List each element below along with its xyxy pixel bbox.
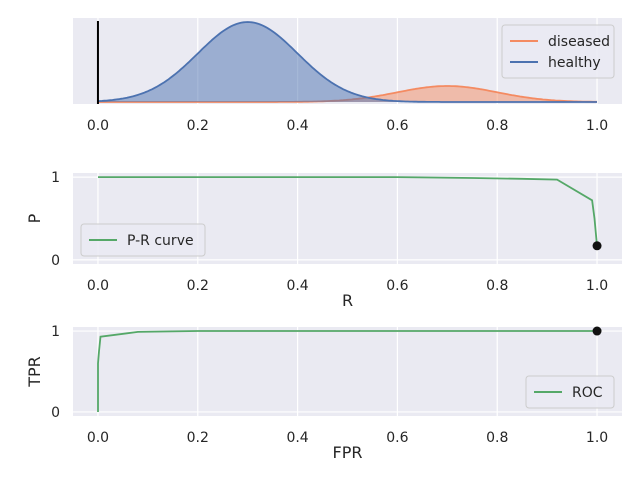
x-tick-label: 1.0 — [586, 278, 608, 294]
legend-frame — [501, 24, 615, 79]
curve-line — [98, 176, 598, 246]
legend-frame — [525, 375, 615, 409]
legend: ROC — [525, 375, 615, 409]
y-axis-label: P — [25, 213, 44, 223]
threshold-point — [592, 326, 602, 336]
x-axis-label: FPR — [333, 443, 363, 462]
x-axis-label: R — [342, 291, 353, 310]
y-tick-label: 0 — [51, 253, 60, 269]
y-tick-label: 1 — [51, 324, 60, 340]
y-tick-label: 0 — [51, 405, 60, 421]
x-tick-label: 0.8 — [486, 430, 508, 446]
legend-frame — [80, 223, 206, 257]
x-tick-label: 1.0 — [586, 430, 608, 446]
x-tick-label: 0.4 — [286, 278, 308, 294]
x-tick-label: 0.0 — [87, 430, 109, 446]
legend-label: ROC — [572, 385, 603, 401]
x-tick-label: 0.6 — [386, 118, 408, 134]
density-fill-healthy — [97, 22, 598, 102]
x-tick-label: 0.0 — [87, 118, 109, 134]
x-tick-label: 0.6 — [386, 278, 408, 294]
subplot-3: 0.0 0.2 0.4 0.6 0.8 1.0 0 1 FPR TPR ROC — [25, 324, 622, 462]
x-tick-label: 0.2 — [187, 118, 209, 134]
x-tick-label: 0.8 — [486, 118, 508, 134]
density-line-healthy — [97, 21, 597, 103]
x-tick-label: 0.0 — [87, 278, 109, 294]
legend-label: P-R curve — [127, 233, 194, 249]
curve-line — [97, 330, 597, 412]
subplot-2: 0.0 0.2 0.4 0.6 0.8 1.0 0 1 R P P-R curve — [25, 170, 622, 310]
subplot-1: 0.0 0.2 0.4 0.6 0.8 1.0 diseased healthy — [73, 18, 622, 134]
y-axis-label: TPR — [25, 356, 44, 388]
legend: diseased healthy — [501, 24, 615, 79]
legend-label: diseased — [548, 34, 610, 50]
x-tick-label: 0.4 — [286, 430, 308, 446]
x-tick-label: 0.2 — [187, 430, 209, 446]
density-fill-diseased — [97, 86, 598, 102]
legend: P-R curve — [80, 223, 206, 257]
x-tick-label: 0.6 — [386, 430, 408, 446]
x-tick-label: 0.2 — [187, 278, 209, 294]
y-tick-label: 1 — [51, 170, 60, 186]
threshold-point — [592, 241, 602, 251]
x-tick-label: 0.8 — [486, 278, 508, 294]
legend-label: healthy — [548, 55, 601, 71]
x-tick-label: 0.4 — [286, 118, 308, 134]
x-tick-label: 1.0 — [586, 118, 608, 134]
